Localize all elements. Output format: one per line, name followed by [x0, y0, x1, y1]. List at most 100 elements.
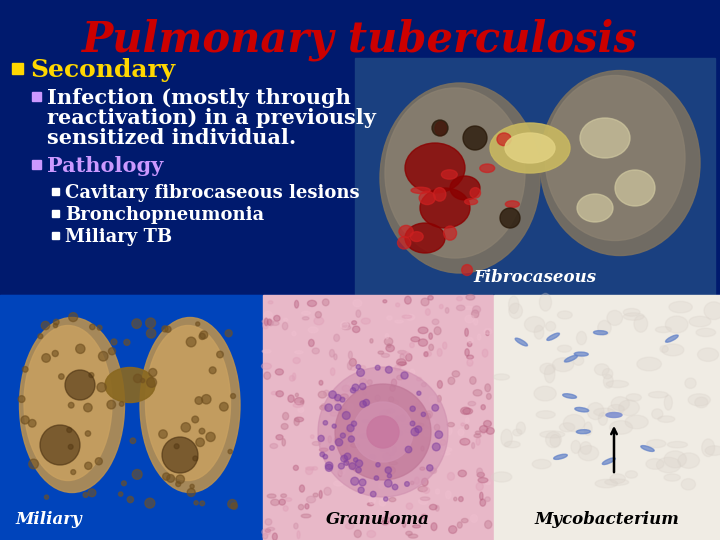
Ellipse shape [105, 368, 155, 402]
Circle shape [340, 397, 345, 402]
Circle shape [354, 458, 358, 462]
Circle shape [165, 326, 171, 332]
Circle shape [58, 374, 64, 379]
Ellipse shape [458, 470, 467, 477]
Ellipse shape [485, 521, 492, 529]
Circle shape [363, 400, 369, 406]
Ellipse shape [571, 441, 580, 454]
Ellipse shape [426, 413, 431, 420]
Ellipse shape [405, 354, 412, 361]
Ellipse shape [305, 468, 312, 475]
Circle shape [53, 323, 58, 328]
Ellipse shape [649, 392, 668, 398]
Ellipse shape [454, 497, 457, 501]
Ellipse shape [293, 403, 303, 408]
Ellipse shape [265, 519, 272, 525]
Ellipse shape [286, 498, 292, 501]
Ellipse shape [466, 294, 474, 300]
Ellipse shape [577, 332, 587, 345]
Ellipse shape [333, 481, 343, 486]
Circle shape [200, 501, 204, 506]
Circle shape [97, 383, 107, 392]
Ellipse shape [436, 505, 439, 511]
Circle shape [351, 421, 356, 426]
Ellipse shape [404, 428, 413, 433]
Ellipse shape [367, 503, 374, 506]
Ellipse shape [508, 296, 519, 314]
Ellipse shape [665, 335, 678, 342]
Ellipse shape [598, 320, 611, 335]
Ellipse shape [429, 504, 437, 510]
Ellipse shape [369, 455, 376, 459]
Ellipse shape [652, 409, 663, 419]
Ellipse shape [434, 424, 440, 430]
Ellipse shape [516, 338, 528, 346]
Ellipse shape [294, 350, 303, 354]
Text: Miliary: Miliary [15, 511, 81, 528]
Ellipse shape [370, 339, 373, 343]
Ellipse shape [608, 404, 624, 414]
Ellipse shape [263, 321, 269, 329]
Ellipse shape [399, 225, 413, 238]
Ellipse shape [540, 71, 700, 255]
Ellipse shape [348, 351, 352, 359]
Ellipse shape [354, 530, 361, 537]
Ellipse shape [465, 349, 469, 356]
Ellipse shape [307, 300, 317, 307]
Ellipse shape [410, 342, 414, 348]
Circle shape [329, 391, 336, 399]
Circle shape [415, 426, 422, 433]
Bar [355, 58, 715, 298]
Circle shape [336, 438, 343, 446]
Ellipse shape [397, 359, 406, 366]
Ellipse shape [351, 321, 356, 325]
Circle shape [149, 368, 157, 376]
Ellipse shape [439, 305, 443, 309]
Circle shape [358, 487, 364, 493]
Ellipse shape [605, 479, 629, 485]
Text: Pulmonary tuberculosis: Pulmonary tuberculosis [82, 19, 638, 61]
Ellipse shape [395, 416, 400, 422]
Ellipse shape [467, 359, 473, 366]
Ellipse shape [584, 422, 592, 435]
Ellipse shape [532, 460, 551, 469]
Ellipse shape [334, 437, 341, 443]
Ellipse shape [379, 446, 387, 451]
Ellipse shape [282, 322, 288, 330]
Circle shape [432, 120, 448, 136]
Ellipse shape [486, 428, 495, 434]
Ellipse shape [457, 522, 462, 528]
Ellipse shape [577, 194, 613, 222]
Circle shape [83, 492, 88, 497]
Ellipse shape [435, 122, 446, 136]
Circle shape [405, 482, 410, 487]
Ellipse shape [482, 349, 488, 357]
Ellipse shape [593, 330, 608, 335]
Ellipse shape [279, 499, 285, 505]
Circle shape [38, 334, 42, 339]
Text: Granuloma: Granuloma [326, 511, 430, 528]
Ellipse shape [545, 76, 685, 240]
Ellipse shape [392, 400, 399, 406]
Circle shape [367, 416, 399, 448]
Ellipse shape [376, 426, 382, 430]
Ellipse shape [271, 500, 279, 505]
Ellipse shape [283, 506, 288, 511]
Ellipse shape [330, 368, 335, 375]
Ellipse shape [418, 339, 428, 346]
Circle shape [320, 452, 325, 457]
Ellipse shape [462, 518, 468, 523]
Ellipse shape [634, 315, 648, 332]
Circle shape [356, 369, 364, 376]
Circle shape [353, 402, 413, 462]
Ellipse shape [406, 503, 413, 509]
Circle shape [28, 420, 36, 427]
Ellipse shape [282, 413, 289, 420]
Circle shape [196, 322, 199, 326]
Ellipse shape [702, 439, 715, 457]
Ellipse shape [557, 345, 572, 352]
Circle shape [318, 367, 448, 497]
Ellipse shape [281, 494, 287, 497]
Ellipse shape [408, 534, 418, 538]
Ellipse shape [338, 470, 342, 476]
